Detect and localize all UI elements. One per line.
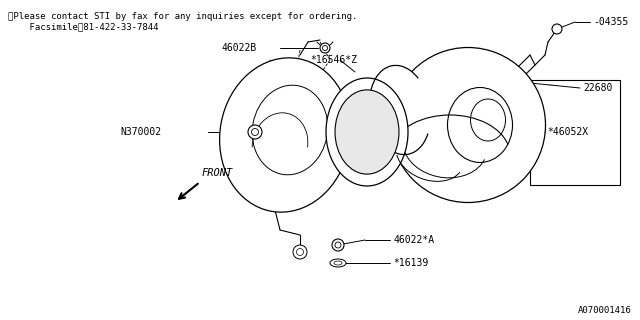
Circle shape — [320, 43, 330, 53]
Text: *46052X: *46052X — [547, 127, 588, 137]
Ellipse shape — [330, 259, 346, 267]
Text: ※Please contact STI by fax for any inquiries except for ordering.: ※Please contact STI by fax for any inqui… — [8, 12, 357, 21]
Ellipse shape — [335, 90, 399, 174]
Bar — [530, 80, 620, 185]
Circle shape — [552, 24, 562, 34]
Ellipse shape — [390, 47, 545, 203]
Text: *16139: *16139 — [393, 258, 428, 268]
Text: 22680: 22680 — [583, 83, 612, 93]
Circle shape — [248, 125, 262, 139]
Text: *16546*Z: *16546*Z — [310, 55, 357, 65]
Circle shape — [293, 245, 307, 259]
Text: Facsimile：81-422-33-7844: Facsimile：81-422-33-7844 — [8, 22, 159, 31]
Text: A070001416: A070001416 — [579, 306, 632, 315]
Text: -04355: -04355 — [593, 17, 628, 27]
Text: 46022B: 46022B — [222, 43, 257, 53]
Ellipse shape — [369, 65, 431, 155]
Ellipse shape — [326, 78, 408, 186]
Circle shape — [332, 239, 344, 251]
Text: 46022*A: 46022*A — [393, 235, 434, 245]
Text: FRONT: FRONT — [202, 168, 233, 178]
Text: N370002: N370002 — [120, 127, 161, 137]
Ellipse shape — [220, 58, 351, 212]
